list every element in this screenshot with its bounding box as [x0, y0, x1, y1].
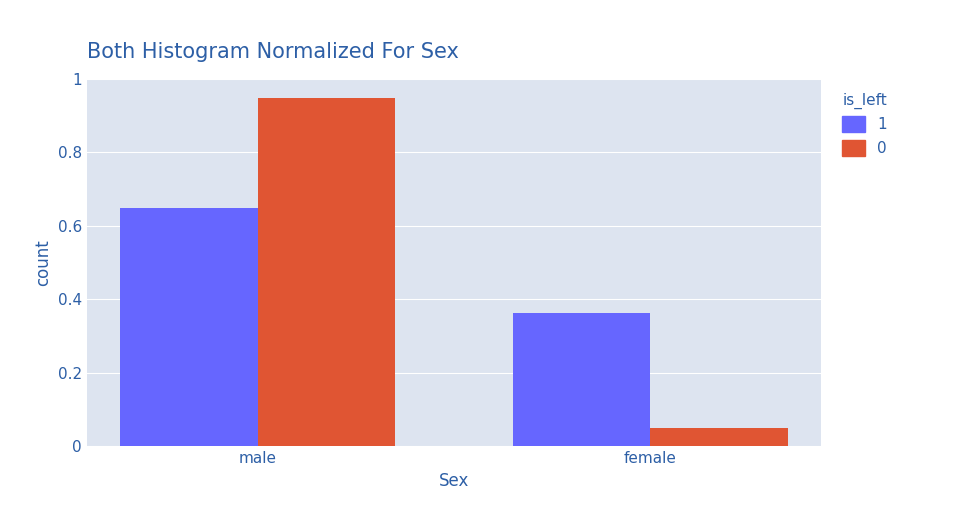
Bar	[258, 98, 395, 446]
Legend: 1, 0: 1, 0	[837, 87, 893, 162]
Bar	[513, 313, 650, 446]
Y-axis label: count: count	[34, 239, 52, 286]
Text: Both Histogram Normalized For Sex: Both Histogram Normalized For Sex	[87, 42, 459, 62]
Bar	[650, 428, 787, 446]
Bar	[121, 208, 258, 446]
X-axis label: Sex: Sex	[439, 471, 469, 490]
